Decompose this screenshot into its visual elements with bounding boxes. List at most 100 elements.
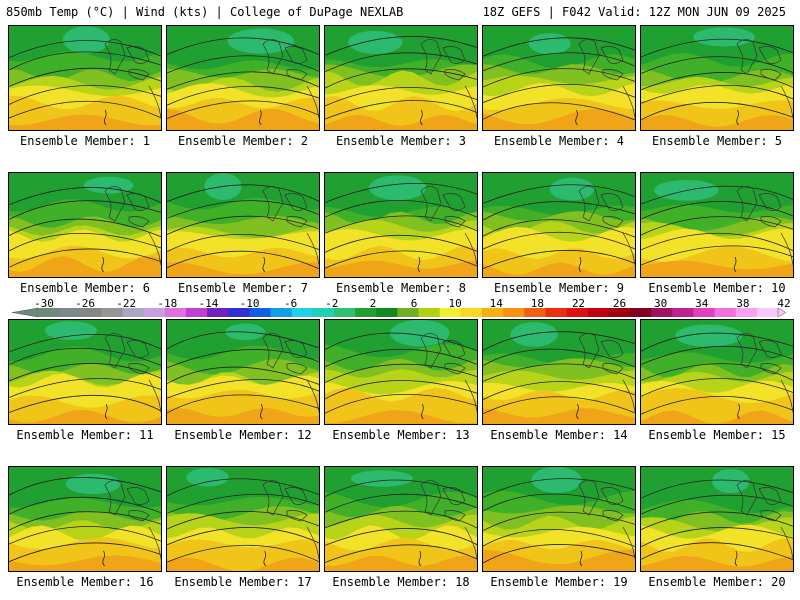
height-contour bbox=[325, 182, 477, 203]
great-lakes-outline bbox=[104, 333, 150, 375]
temperature-field bbox=[167, 26, 319, 130]
colorbar-swatch bbox=[672, 308, 694, 317]
height-contour bbox=[483, 250, 635, 269]
temperature-field bbox=[325, 320, 477, 424]
coastline bbox=[464, 232, 477, 267]
wind-barb bbox=[102, 550, 105, 567]
ensemble-map-panel bbox=[482, 466, 636, 572]
temperature-band bbox=[483, 262, 635, 277]
height-contour bbox=[9, 378, 161, 398]
height-contour bbox=[325, 215, 477, 234]
height-contour bbox=[167, 250, 319, 270]
ensemble-map-panel bbox=[640, 466, 794, 572]
ensemble-member-label: Ensemble Member: 9 bbox=[493, 281, 625, 295]
height-contour bbox=[325, 493, 477, 513]
temperature-field bbox=[641, 320, 793, 424]
colorbar-tick-label: -18 bbox=[157, 297, 178, 310]
temperature-field bbox=[483, 320, 635, 424]
colorbar-swatch bbox=[587, 308, 610, 317]
height-contour bbox=[167, 366, 319, 385]
ensemble-map-panel bbox=[8, 319, 162, 425]
ensemble-member-label: Ensemble Member: 2 bbox=[177, 134, 309, 148]
colorbar-max-arrow bbox=[777, 307, 787, 318]
great-lakes-outline bbox=[736, 39, 782, 81]
wind-barb bbox=[420, 109, 423, 126]
temperature-band bbox=[167, 262, 319, 277]
cold-core bbox=[65, 473, 121, 495]
height-contour bbox=[641, 395, 793, 415]
colorbar-swatch bbox=[376, 308, 398, 317]
wind-barb bbox=[101, 256, 105, 273]
ensemble-member-label: Ensemble Member: 3 bbox=[335, 134, 467, 148]
colorbar-tick-label: -30 bbox=[34, 297, 54, 310]
great-lakes-outline bbox=[262, 186, 308, 228]
colorbar-tick-label: 10 bbox=[448, 297, 462, 310]
coastline bbox=[464, 379, 477, 414]
height-contour bbox=[483, 102, 635, 121]
cold-core bbox=[510, 322, 558, 347]
wind-barb bbox=[260, 403, 263, 420]
colorbar-tick-label: -22 bbox=[116, 297, 137, 310]
ensemble-member-label: Ensemble Member: 12 bbox=[174, 428, 312, 442]
cold-core bbox=[693, 27, 755, 47]
height-contour bbox=[483, 381, 635, 400]
colorbar-tick-label: 2 bbox=[369, 297, 377, 310]
colorbar-tick-label: -26 bbox=[75, 297, 96, 310]
height-contour bbox=[641, 542, 793, 561]
height-contour bbox=[325, 200, 477, 218]
colorbar-swatch bbox=[397, 308, 420, 317]
coastline bbox=[622, 85, 635, 120]
cold-core bbox=[712, 468, 750, 494]
height-contour bbox=[9, 394, 161, 413]
height-contour bbox=[483, 544, 635, 564]
colorbar-swatch bbox=[756, 308, 779, 317]
height-contour bbox=[641, 101, 793, 121]
coastline bbox=[780, 85, 793, 120]
colorbar-swatch bbox=[143, 308, 166, 317]
height-contour bbox=[167, 55, 319, 74]
ensemble-map-panel bbox=[482, 172, 636, 278]
colorbar-tick-label: -14 bbox=[198, 297, 219, 310]
colorbar-swatch bbox=[460, 308, 483, 317]
cold-core bbox=[227, 28, 295, 54]
coastline bbox=[306, 232, 319, 267]
map-title: 850mb Temp (°C) | Wind (kts) | College o… bbox=[6, 5, 404, 19]
temperature-band bbox=[483, 549, 635, 571]
cold-core bbox=[62, 26, 110, 54]
temperature-band bbox=[641, 115, 793, 130]
great-lakes-outline bbox=[420, 480, 466, 522]
colorbar-swatch bbox=[164, 308, 187, 317]
colorbar-swatch bbox=[80, 308, 102, 317]
ensemble-map-panel bbox=[324, 172, 478, 278]
height-contour bbox=[9, 233, 161, 252]
ensemble-member-label: Ensemble Member: 4 bbox=[493, 134, 625, 148]
ensemble-member-label: Ensemble Member: 18 bbox=[332, 575, 470, 589]
height-contour bbox=[9, 84, 161, 105]
height-contour bbox=[167, 349, 319, 369]
ensemble-map-panel bbox=[8, 466, 162, 572]
colorbar-swatch bbox=[735, 308, 758, 317]
temperature-field bbox=[325, 467, 477, 571]
height-contour bbox=[9, 526, 161, 545]
height-contour bbox=[641, 201, 793, 220]
colorbar-tick-label: 6 bbox=[410, 297, 418, 310]
height-contour bbox=[9, 347, 161, 366]
ensemble-member-label: Ensemble Member: 19 bbox=[490, 575, 628, 589]
height-contour bbox=[9, 100, 161, 119]
height-contour bbox=[9, 542, 161, 563]
height-contour bbox=[641, 185, 793, 205]
wind-barb bbox=[578, 256, 582, 273]
wind-barb bbox=[262, 256, 266, 273]
ensemble-member-label: Ensemble Member: 10 bbox=[648, 281, 786, 295]
great-lakes-outline bbox=[420, 186, 466, 228]
temperature-band bbox=[9, 410, 161, 424]
temperature-band bbox=[641, 260, 793, 277]
colorbar-swatch bbox=[524, 308, 546, 317]
temperature-field bbox=[483, 173, 635, 277]
height-contour bbox=[483, 201, 635, 221]
height-contour bbox=[9, 334, 161, 353]
height-contour bbox=[9, 218, 161, 238]
height-contour bbox=[167, 379, 319, 399]
cold-core bbox=[44, 321, 97, 340]
great-lakes-outline bbox=[736, 186, 782, 228]
